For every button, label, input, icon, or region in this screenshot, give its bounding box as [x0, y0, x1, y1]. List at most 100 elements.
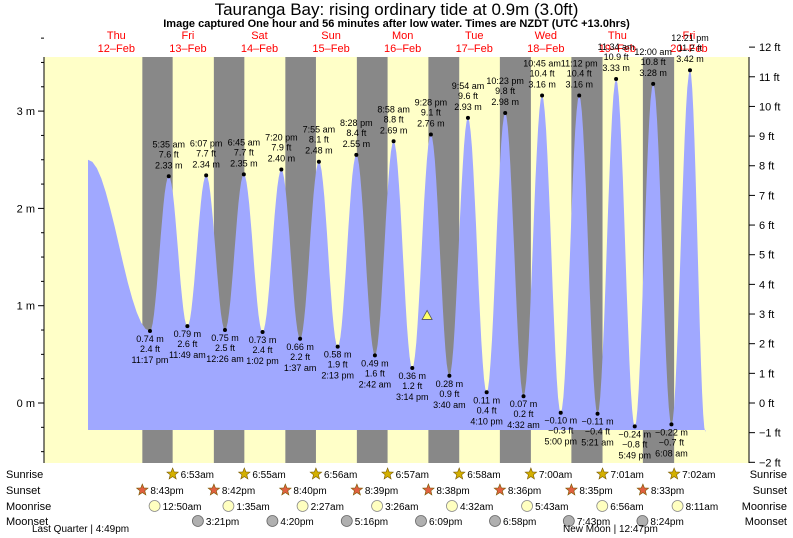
high-tide-feet: 10.8 ft	[641, 57, 667, 67]
moonset-time: 8:24pm	[650, 517, 683, 528]
moonrise-time: 5:43am	[535, 502, 568, 513]
right-axis-tick-label: −1 ft	[759, 428, 781, 440]
moonrise-moon-icon	[521, 500, 533, 512]
low-tide-time: 5:00 pm	[544, 437, 577, 447]
sunset-time: 8:40pm	[293, 486, 326, 497]
astro-row-label-right: Sunset	[753, 485, 787, 497]
moonset-time: 5:16pm	[355, 517, 388, 528]
moonset-time: 7:43pm	[577, 517, 610, 528]
date-label: 16–Feb	[384, 43, 421, 55]
high-tide-meters: 2.35 m	[230, 158, 258, 168]
high-tide-meters: 2.55 m	[343, 139, 371, 149]
right-axis-tick-label: 9 ft	[759, 131, 774, 143]
high-tide-feet: 8.4 ft	[346, 128, 367, 138]
low-tide-feet: 1.2 ft	[402, 381, 423, 391]
high-tide-feet: 8.1 ft	[309, 135, 330, 145]
high-tide-feet: 9.8 ft	[495, 86, 516, 96]
left-axis-tick-label: 3 m	[17, 106, 35, 118]
sunrise-time: 7:02am	[682, 470, 715, 481]
astro-row-label-left: Moonset	[6, 516, 48, 528]
low-tide-meters: 0.28 m	[436, 379, 464, 389]
sunset-time: 8:38pm	[436, 486, 469, 497]
low-tide-feet: 0.9 ft	[439, 389, 460, 399]
low-tide-meters: −0.24 m	[618, 429, 651, 439]
day-of-week-label: Sat	[251, 30, 268, 42]
tide-extreme-point	[651, 81, 656, 86]
left-axis-tick-label: 0 m	[17, 398, 35, 410]
sunrise-time: 6:56am	[324, 470, 357, 481]
low-tide-feet: 0.2 ft	[514, 409, 535, 419]
sunset-time: 8:43pm	[150, 486, 183, 497]
right-axis-tick-label: 8 ft	[759, 161, 774, 173]
low-tide-time: 2:13 pm	[321, 371, 354, 381]
sunrise-star-icon	[237, 467, 251, 480]
low-tide-feet: −0.3 ft	[548, 426, 574, 436]
day-of-week-label: Thu	[107, 30, 126, 42]
right-axis-tick-label: 5 ft	[759, 250, 774, 262]
moonrise-moon-icon	[446, 500, 458, 512]
moonrise-time: 1:35am	[236, 502, 269, 513]
high-tide-time: 5:35 am	[152, 139, 185, 149]
day-of-week-label: Sun	[321, 30, 341, 42]
moonrise-moon-icon	[222, 500, 235, 512]
low-tide-meters: −0.11 m	[581, 417, 613, 427]
moonrise-time: 4:32am	[460, 502, 493, 513]
chart-title: Tauranga Bay: rising ordinary tide at 0.…	[214, 0, 579, 19]
low-tide-time: 2:42 am	[359, 379, 392, 389]
high-tide-meters: 2.40 m	[268, 153, 296, 163]
right-axis-tick-label: 7 ft	[759, 190, 774, 202]
moonset-moon-icon	[489, 515, 501, 527]
high-tide-feet: 7.9 ft	[271, 142, 292, 152]
high-tide-meters: 2.98 m	[491, 97, 519, 107]
low-tide-meters: 0.74 m	[136, 334, 164, 344]
low-tide-feet: 1.9 ft	[328, 360, 349, 370]
tide-extreme-point	[428, 132, 433, 137]
tide-curve-area	[88, 70, 706, 433]
low-tide-time: 1:02 pm	[246, 356, 279, 366]
low-tide-time: 3:40 am	[433, 400, 466, 410]
low-tide-time: 1:37 am	[284, 363, 317, 373]
astro-row-label-left: Sunrise	[6, 469, 43, 481]
high-tide-meters: 2.76 m	[417, 118, 445, 128]
low-tide-time: 4:32 am	[507, 420, 540, 430]
high-tide-meters: 2.33 m	[155, 160, 183, 170]
high-tide-meters: 2.93 m	[454, 102, 482, 112]
high-tide-time: 11:34 am	[598, 42, 635, 52]
high-tide-feet: 9.1 ft	[421, 107, 442, 117]
moonrise-time: 6:56am	[610, 502, 643, 513]
moonrise-time: 12:50am	[163, 502, 202, 513]
low-tide-time: 4:10 pm	[470, 416, 503, 426]
sunset-star-icon	[564, 483, 578, 496]
tide-extreme-point	[204, 173, 209, 178]
high-tide-feet: 10.9 ft	[604, 52, 630, 62]
low-tide-meters: 0.73 m	[249, 335, 277, 345]
low-tide-feet: 2.4 ft	[253, 345, 274, 355]
high-tide-meters: 3.33 m	[602, 63, 630, 73]
day-of-week-label: Fri	[683, 30, 696, 42]
moonset-moon-icon	[415, 515, 427, 527]
tide-extreme-point	[410, 365, 415, 370]
low-tide-time: 5:21 am	[581, 438, 614, 448]
tide-extreme-point	[521, 394, 526, 399]
moonrise-time: 2:27am	[311, 502, 344, 513]
left-axis-tick-label: 1 m	[17, 301, 35, 313]
sunset-star-icon	[421, 483, 435, 496]
tide-extreme-point	[484, 390, 489, 395]
low-tide-feet: 2.5 ft	[215, 343, 236, 353]
tide-extreme-point	[222, 328, 227, 333]
moonset-moon-icon	[636, 515, 649, 527]
low-tide-time: 11:49 am	[169, 350, 206, 360]
low-tide-feet: 2.6 ft	[177, 339, 198, 349]
sunset-star-icon	[278, 483, 292, 496]
sunset-star-icon	[493, 483, 507, 496]
low-tide-feet: 1.6 ft	[365, 368, 386, 378]
high-tide-time: 10:23 pm	[486, 76, 524, 86]
moonset-time: 6:09pm	[429, 517, 462, 528]
right-axis-tick-label: 2 ft	[759, 339, 774, 351]
tide-extreme-point	[465, 115, 470, 120]
high-tide-time: 10:45 am	[523, 59, 561, 69]
right-axis-tick-label: 3 ft	[759, 309, 774, 321]
high-tide-time: 7:20 pm	[265, 132, 298, 142]
high-tide-time: 12:00 am	[634, 47, 672, 57]
right-axis-tick-label: 4 ft	[759, 279, 774, 291]
